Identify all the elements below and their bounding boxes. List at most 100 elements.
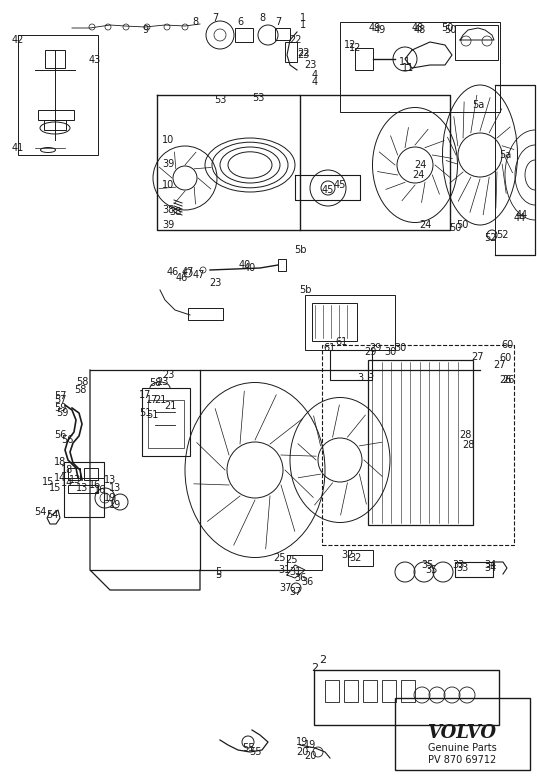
Text: 5a: 5a [472,100,484,110]
Text: 51: 51 [146,410,158,420]
Bar [45,50,65,68]
Text: 51: 51 [139,408,151,418]
Text: 38: 38 [169,207,181,217]
Text: 21: 21 [154,395,166,405]
Text: 16: 16 [94,485,106,495]
Bar [235,28,253,42]
Bar [287,555,322,570]
Bar [340,22,500,112]
Text: 19: 19 [304,740,316,750]
Text: 7: 7 [212,13,218,23]
Text: 49: 49 [374,25,386,35]
Bar [344,680,358,702]
Text: 14: 14 [54,473,66,483]
Text: 23: 23 [156,377,168,387]
Text: 33: 33 [452,560,464,570]
Bar [455,562,493,577]
Bar [18,35,98,155]
Bar [325,680,339,702]
Text: 25: 25 [274,553,286,563]
Text: 30: 30 [384,347,396,357]
Text: 14: 14 [61,478,73,488]
Text: 49: 49 [369,23,381,33]
Text: 27: 27 [471,352,484,362]
Bar [68,468,80,480]
Text: 28: 28 [459,430,471,440]
Text: 33: 33 [456,563,468,573]
Bar [382,680,396,702]
Text: 20: 20 [296,747,308,757]
Text: 10: 10 [162,135,174,145]
Text: PV 870 69712: PV 870 69712 [428,755,496,765]
Text: 56: 56 [61,435,73,445]
Text: 22: 22 [289,35,301,45]
Text: 52: 52 [496,230,508,240]
Text: 34: 34 [484,563,496,573]
Text: 23: 23 [162,370,174,380]
Text: 53: 53 [214,95,226,105]
Bar [322,345,514,545]
Bar [312,303,357,341]
Text: 24: 24 [414,160,426,170]
Bar [275,28,290,40]
Text: 1: 1 [300,13,306,23]
Text: 19: 19 [104,493,116,503]
Text: 20: 20 [304,751,316,761]
Text: 6: 6 [237,17,243,27]
Text: 5b: 5b [294,245,306,255]
Text: 46: 46 [176,273,188,283]
Text: 8: 8 [259,13,265,23]
Bar [148,400,184,448]
Text: 7: 7 [275,17,281,27]
Text: 46: 46 [167,267,179,277]
Text: 39: 39 [162,220,174,230]
Bar [455,25,498,60]
Bar [64,462,104,517]
Text: 18: 18 [54,457,66,467]
Text: 42: 42 [12,35,24,45]
Text: 5b: 5b [299,285,311,295]
Text: 60: 60 [499,353,511,363]
Text: 29: 29 [364,347,376,357]
Text: 59: 59 [54,403,66,413]
Text: 60: 60 [502,340,514,350]
Text: 53: 53 [252,93,264,103]
Text: 58: 58 [76,377,88,387]
Text: 19: 19 [109,500,121,510]
Text: 13: 13 [104,475,116,485]
Bar [44,120,66,130]
Text: 5: 5 [215,567,221,577]
Text: 24: 24 [419,220,431,230]
Text: 12: 12 [344,40,356,50]
Bar [142,388,190,456]
Text: 50: 50 [444,25,456,35]
Text: 11: 11 [402,63,414,73]
Text: 5: 5 [215,570,221,580]
Text: 48: 48 [412,23,424,33]
Bar [305,295,395,350]
Text: 32: 32 [342,550,354,560]
Text: 47: 47 [182,267,194,277]
Text: 22: 22 [297,48,309,58]
Text: 50: 50 [449,223,461,233]
Text: 39: 39 [162,159,174,169]
Text: 16: 16 [89,480,101,490]
Text: 26: 26 [502,375,514,385]
Text: 15: 15 [49,483,61,493]
Text: 12: 12 [349,43,361,53]
Text: 35: 35 [426,565,438,575]
Text: 59: 59 [56,408,68,418]
Bar [188,308,223,320]
Text: 9: 9 [142,25,148,35]
Text: 43: 43 [89,55,101,65]
Text: Genuine Parts: Genuine Parts [427,743,496,753]
Text: 58: 58 [74,385,86,395]
Text: 18: 18 [61,465,73,475]
Text: 45: 45 [322,185,334,195]
Text: 40: 40 [239,260,251,270]
Text: 50: 50 [441,23,453,33]
Text: 52: 52 [484,233,496,243]
Text: 31: 31 [289,567,301,577]
Text: 21: 21 [164,401,176,411]
Text: 61: 61 [336,337,348,347]
